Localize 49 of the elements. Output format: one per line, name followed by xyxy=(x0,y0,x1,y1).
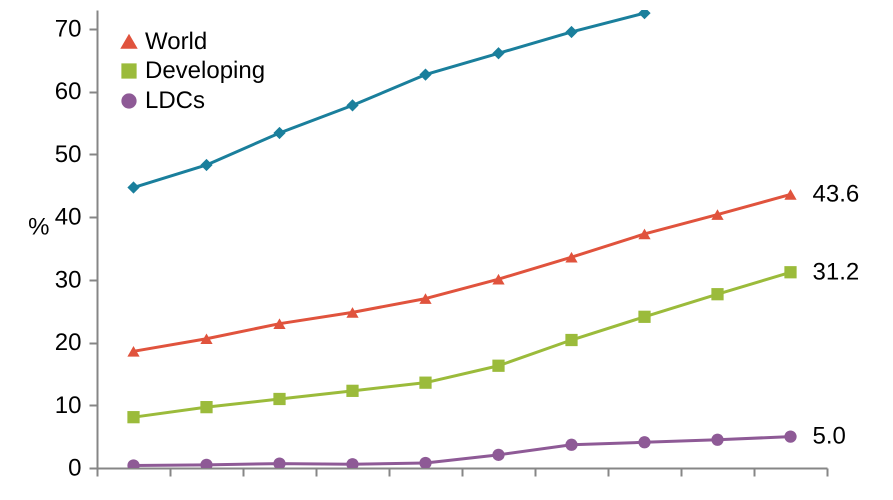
point xyxy=(346,384,359,397)
legend-label: Developing xyxy=(145,57,266,84)
y-tick-label: 0 xyxy=(68,454,82,482)
point xyxy=(492,448,505,461)
data-label: 43.6 xyxy=(812,180,860,208)
point xyxy=(127,411,140,424)
point xyxy=(638,310,651,323)
point xyxy=(565,438,578,451)
point xyxy=(200,158,213,172)
y-tick-label: 50 xyxy=(54,140,82,168)
y-tick-label: 20 xyxy=(54,329,82,356)
y-tick-label: 10 xyxy=(54,392,82,419)
point xyxy=(346,307,359,318)
point xyxy=(565,26,578,38)
point xyxy=(711,288,724,300)
point xyxy=(273,126,286,140)
point xyxy=(565,334,578,346)
point xyxy=(273,318,286,329)
data-label: 31.2 xyxy=(812,258,860,286)
data-label: 5.0 xyxy=(812,422,846,450)
point xyxy=(492,360,505,372)
point xyxy=(492,274,505,284)
point xyxy=(784,430,797,443)
y-tick-label: 60 xyxy=(54,78,82,106)
point xyxy=(419,456,432,468)
legend-label: World xyxy=(145,28,208,55)
point xyxy=(419,68,432,81)
y-axis-title: % xyxy=(28,214,50,240)
point xyxy=(784,189,797,200)
point xyxy=(711,209,724,220)
point xyxy=(200,401,213,414)
legend-label: LDCs xyxy=(145,87,206,114)
point xyxy=(346,99,359,112)
point xyxy=(492,47,505,60)
point xyxy=(711,434,724,446)
y-tick-label: 40 xyxy=(54,204,82,231)
point xyxy=(273,457,286,468)
point xyxy=(784,266,797,278)
point xyxy=(638,436,651,448)
y-tick-label: 30 xyxy=(54,266,82,294)
point xyxy=(127,346,140,357)
point xyxy=(565,252,578,262)
point xyxy=(273,392,286,406)
point xyxy=(127,181,140,194)
point xyxy=(419,376,432,389)
y-tick-label: 70 xyxy=(54,15,82,42)
point xyxy=(200,333,213,344)
point xyxy=(419,293,432,304)
point xyxy=(638,228,651,240)
